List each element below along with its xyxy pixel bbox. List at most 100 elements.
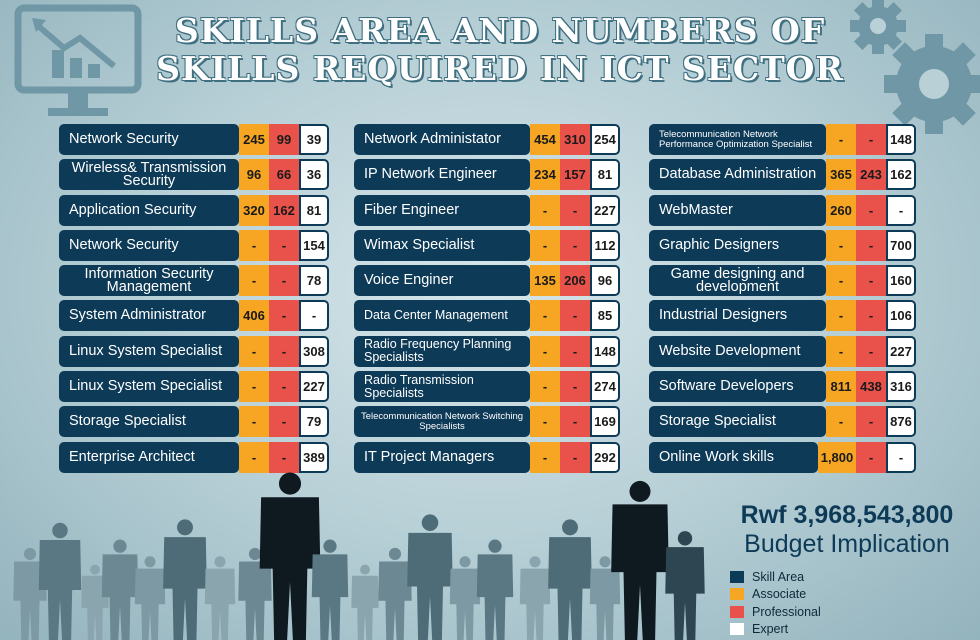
legend-swatch [730, 588, 744, 601]
skill-row: Software Developers 811 438 316 [649, 371, 916, 403]
expert-count: 227 [886, 335, 916, 367]
professional-count: 243 [856, 159, 886, 191]
legend-label: Associate [752, 587, 807, 602]
associate-count: 96 [239, 159, 269, 191]
skill-row: Radio Transmission Specialists - -274 [354, 371, 620, 403]
skill-row: Data Center Management - -85 [354, 300, 620, 332]
expert-count: 148 [886, 124, 916, 155]
associate-count: - [530, 371, 560, 403]
skill-area-label: IT Project Managers [354, 441, 530, 473]
expert-count: 160 [886, 265, 916, 297]
skill-row: WebMaster 260- - [649, 194, 916, 226]
associate-count: - [239, 441, 269, 473]
expert-count: - [299, 300, 329, 332]
legend-swatch [730, 623, 744, 636]
associate-count: 260 [826, 194, 856, 226]
associate-count: - [239, 371, 269, 403]
skill-area-label: Database Administration [649, 159, 826, 191]
title-line-2: Skills Required in ICT Sector [156, 49, 844, 88]
legend-label: Expert [752, 622, 789, 637]
skill-area-label: Online Work skills [649, 441, 818, 473]
skill-area-label: Radio Transmission Specialists [354, 371, 530, 403]
professional-count: 99 [269, 124, 299, 155]
skill-row: Website Development - -227 [649, 335, 916, 367]
budget-block: Rwf 3,968,543,800 Budget Implication [722, 500, 972, 558]
expert-count: 227 [299, 371, 329, 403]
expert-count: 81 [299, 194, 329, 226]
skill-row: Network Security - -154 [59, 229, 329, 261]
professional-count: - [560, 371, 590, 403]
skill-row: Industrial Designers - -106 [649, 300, 916, 332]
legend-item: Associate [730, 586, 821, 604]
skill-area-label: Radio Frequency Planning Specialists [354, 335, 530, 367]
associate-count: 135 [530, 265, 560, 297]
expert-count: 79 [299, 406, 329, 438]
expert-count: 96 [590, 265, 620, 297]
professional-count: - [269, 441, 299, 473]
associate-count: - [826, 124, 856, 155]
skill-row: Linux System Specialist - -308 [59, 335, 329, 367]
professional-count: - [269, 265, 299, 297]
expert-count: 876 [886, 406, 916, 438]
skill-row: Network Security 245 99 39 [59, 124, 329, 155]
title-line-1: Skills Area and Numbers of [174, 11, 826, 50]
associate-count: - [239, 406, 269, 438]
associate-count: - [826, 229, 856, 261]
associate-count: - [826, 335, 856, 367]
budget-amount: Rwf 3,968,543,800 [740, 501, 954, 529]
expert-count: 81 [590, 159, 620, 191]
skill-row: Telecommunication Network Performance Op… [649, 124, 916, 155]
monitor-chart-icon [14, 4, 142, 116]
professional-count: - [269, 335, 299, 367]
professional-count: - [856, 265, 886, 297]
skill-area-label: IP Network Engineer [354, 159, 530, 191]
skill-area-label: Linux System Specialist [59, 335, 239, 367]
associate-count: 245 [239, 124, 269, 155]
expert-count: 274 [590, 371, 620, 403]
expert-count: 39 [299, 124, 329, 155]
legend: Skill Area Associate Professional Expert [730, 568, 821, 638]
skills-column-3: Telecommunication Network Performance Op… [649, 124, 916, 477]
associate-count: - [826, 406, 856, 438]
skill-row: IP Network Engineer 234 157 81 [354, 159, 620, 191]
skill-row: Information Security Management - -78 [59, 265, 329, 297]
professional-count: - [856, 229, 886, 261]
legend-label: Professional [752, 604, 821, 619]
skill-area-label: Wimax Specialist [354, 229, 530, 261]
gear-icon [850, 0, 980, 134]
skill-area-label: Wireless& Transmission Security [59, 159, 239, 191]
professional-count: - [856, 194, 886, 226]
professional-count: - [560, 194, 590, 226]
skill-area-label: Application Security [59, 194, 239, 226]
associate-count: 365 [826, 159, 856, 191]
associate-count: - [530, 300, 560, 332]
skill-row: Wimax Specialist - -112 [354, 229, 620, 261]
expert-count: 389 [299, 441, 329, 473]
associate-count: 1,800 [818, 441, 856, 473]
skill-area-label: Information Security Management [59, 265, 239, 297]
page-title: Skills Area and Numbers of Skills Requir… [140, 12, 860, 88]
expert-count: 162 [886, 159, 916, 191]
associate-count: - [239, 265, 269, 297]
expert-count: 154 [299, 229, 329, 261]
expert-count: - [886, 441, 916, 473]
budget-label: Budget Implication [744, 530, 950, 558]
professional-count: - [856, 441, 886, 473]
associate-count: - [530, 441, 560, 473]
professional-count: - [269, 229, 299, 261]
expert-count: 316 [886, 371, 916, 403]
skill-area-label: Network Administator [354, 124, 530, 155]
skill-row: System Administrator 406- - [59, 300, 329, 332]
professional-count: - [856, 300, 886, 332]
skill-row: Application Security 320 162 81 [59, 194, 329, 226]
associate-count: 320 [239, 194, 269, 226]
expert-count: 148 [590, 335, 620, 367]
skill-row: Online Work skills 1,800- - [649, 441, 916, 473]
skill-area-label: WebMaster [649, 194, 826, 226]
skill-row: IT Project Managers - -292 [354, 441, 620, 473]
professional-count: - [269, 406, 299, 438]
skill-area-label: Linux System Specialist [59, 371, 239, 403]
expert-count: 112 [590, 229, 620, 261]
associate-count: - [239, 335, 269, 367]
professional-count: - [560, 229, 590, 261]
